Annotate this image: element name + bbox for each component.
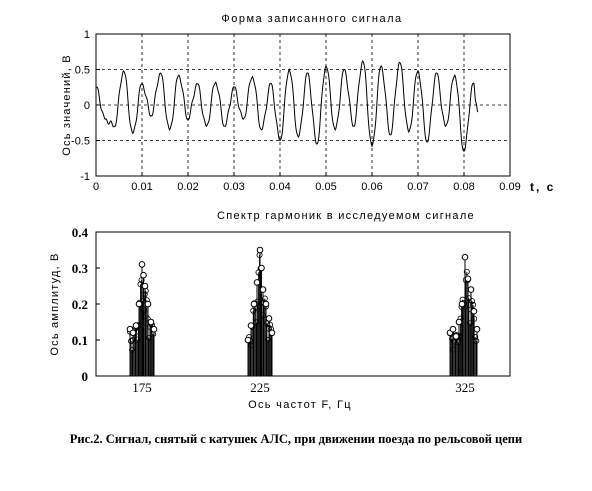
spectrum-stem-marker <box>455 318 463 326</box>
waveform-y-tick-label: -0.5 <box>71 136 90 148</box>
waveform-y-tick-label: 0.5 <box>75 65 90 77</box>
spectrum-stem-marker <box>129 329 137 337</box>
spectrum-fill-marker <box>469 298 476 305</box>
spectrum-stem-marker <box>268 329 276 337</box>
spectrum-fill-marker <box>134 336 141 343</box>
spectrum-stem-marker <box>135 300 143 308</box>
waveform-y-ticks: -1 -0.5 0 0.5 1 <box>71 29 100 183</box>
spectrum-stem-marker <box>138 261 146 268</box>
spectrum-y-ticks: 0 0.1 0.2 0.3 0.4 <box>72 225 100 384</box>
spectrum-stem-marker <box>452 333 460 340</box>
spectrum-y-label: Ось амплитуд, В <box>49 252 61 355</box>
spectrum-stem-marker <box>461 253 469 261</box>
spectrum-fill-marker <box>472 334 479 341</box>
spectrum-stems <box>126 246 481 376</box>
spectrum-stem-marker <box>449 325 457 333</box>
spectrum-y-tick-label: 0.4 <box>72 225 89 240</box>
spectrum-stem-marker <box>458 300 466 308</box>
waveform-chart: Форма записанного сигнала 0 0.01 0.02 0.03 0… <box>61 13 555 194</box>
spectrum-fill-marker <box>466 320 473 327</box>
waveform-x-ticks: 0 0.01 0.02 0.03 0.04 0.05 0.06 0.07 0.08 0.09 <box>93 172 521 193</box>
waveform-x-tick-label: 0 <box>93 181 99 193</box>
spectrum-stem-marker <box>256 246 264 254</box>
spectrum-stem-marker <box>144 300 152 308</box>
waveform-x-tick-label: 0.02 <box>177 181 198 193</box>
spectrum-x-label: Ось частот F, Гц <box>248 399 352 411</box>
spectrum-y-tick-label: 0.1 <box>72 333 88 348</box>
spectrum-plot-frame <box>95 231 511 377</box>
spectrum-y-tick-label: 0.3 <box>72 261 89 276</box>
spectrum-y-tick-label: 0.2 <box>72 297 88 312</box>
waveform-y-tick-label: -1 <box>80 171 90 183</box>
spectrum-chart: Спектр гармоник в исследуемом сигнале 00… <box>49 210 511 411</box>
waveform-x-tick-label: 0.05 <box>315 181 336 193</box>
waveform-x-tick-label: 0.07 <box>407 181 428 193</box>
spectrum-x-tick-label: 325 <box>455 380 475 395</box>
waveform-y-tick-label: 1 <box>84 29 90 41</box>
spectrum-stem-marker <box>250 300 258 308</box>
spectrum-stem-marker <box>265 315 273 322</box>
spectrum-x-ticks: 175 225 325 <box>132 372 475 395</box>
spectrum-stem-marker <box>473 325 481 333</box>
spectrum-title: Спектр гармоник в исследуемом сигнале <box>217 210 475 222</box>
waveform-title: Форма записанного сигнала <box>221 13 402 25</box>
spectrum-stem-marker <box>150 325 158 333</box>
spectrum-stem-marker <box>141 282 149 290</box>
spectrum-stem-marker <box>247 322 255 329</box>
waveform-y-label: Ось значений, В <box>61 54 73 156</box>
waveform-y-tick-label: 0 <box>84 100 90 112</box>
spectrum-stem-marker <box>258 264 265 272</box>
spectrum-fill-marker <box>250 307 257 314</box>
spectrum-stem-marker <box>147 318 155 326</box>
spectrum-stem-marker <box>470 307 478 315</box>
waveform-x-tick-label: 0.06 <box>361 181 382 193</box>
waveform-x-label: t, с <box>530 180 555 194</box>
spectrum-fill-marker <box>463 268 470 275</box>
waveform-x-tick-label: 0.04 <box>269 181 290 193</box>
waveform-x-tick-label: 0.01 <box>131 181 152 193</box>
spectrum-fill-marker <box>267 321 274 328</box>
figure-caption: Рис.2. Сигнал, снятый с катушек АЛС, при… <box>69 432 523 446</box>
waveform-x-tick-label: 0.09 <box>499 181 520 193</box>
spectrum-stem-marker <box>244 336 252 344</box>
waveform-x-tick-label: 0.08 <box>453 181 474 193</box>
spectrum-stem-marker <box>262 300 270 308</box>
spectrum-y-tick-label: 0 <box>82 369 89 384</box>
spectrum-x-tick-label: 225 <box>250 380 270 395</box>
spectrum-stem-marker <box>140 271 147 279</box>
waveform-x-tick-label: 0.03 <box>223 181 244 193</box>
waveform-series-line <box>95 59 479 152</box>
spectrum-stem-marker <box>259 286 267 293</box>
spectrum-stem-marker <box>253 279 261 286</box>
spectrum-fill-marker <box>264 336 271 343</box>
spectrum-stem-marker <box>464 275 472 283</box>
spectrum-stem-marker <box>467 286 475 293</box>
spectrum-x-tick-label: 175 <box>132 380 152 395</box>
spectrum-stem-marker <box>132 322 140 329</box>
